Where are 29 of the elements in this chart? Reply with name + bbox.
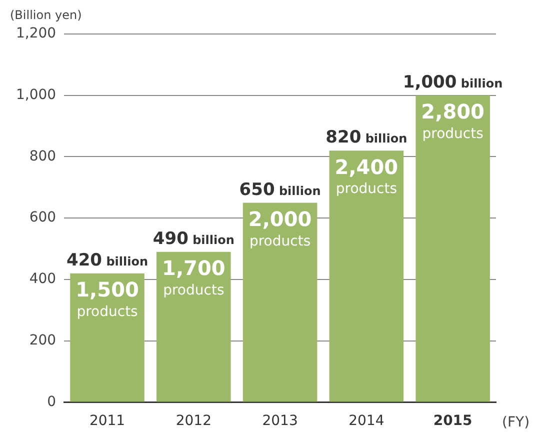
data-label: 490 billion — [152, 228, 234, 249]
y-tick-label: 1,200 — [16, 26, 56, 42]
y-tick-label: 600 — [29, 210, 56, 226]
y-tick-label: 0 — [47, 394, 56, 410]
data-label: 420 billion — [66, 250, 148, 270]
bar — [156, 252, 231, 402]
annotation: 2,400 products — [334, 154, 398, 198]
y-tick-label: 800 — [29, 148, 56, 164]
data-label: 650 billion — [239, 180, 321, 200]
x-tick-label: 2013 — [262, 413, 298, 430]
bar — [329, 150, 404, 402]
bar — [242, 202, 318, 402]
x-tick-label: 2015 — [433, 413, 472, 430]
y-tick-label: 200 — [29, 332, 56, 348]
x-tick-label: 2012 — [176, 413, 212, 430]
x-tick-label: 2011 — [89, 413, 126, 430]
y-tick-label: 400 — [29, 271, 56, 288]
data-label: 1,000 billion — [402, 72, 503, 92]
x-tick-label: 2014 — [348, 413, 384, 430]
bar — [70, 273, 144, 402]
x-axis-title: (FY) — [502, 414, 530, 431]
annotation: 1,700 products — [162, 256, 226, 298]
bar — [416, 95, 490, 402]
y-tick-label: 1,000 — [16, 87, 56, 104]
annotation: 2,000 products — [248, 206, 312, 250]
y-axis-title: (Billion yen) — [10, 8, 82, 22]
annotation: 1,500 products — [76, 278, 139, 320]
data-label: 820 billion — [326, 128, 408, 148]
annotation: 2,800 products — [421, 100, 484, 142]
